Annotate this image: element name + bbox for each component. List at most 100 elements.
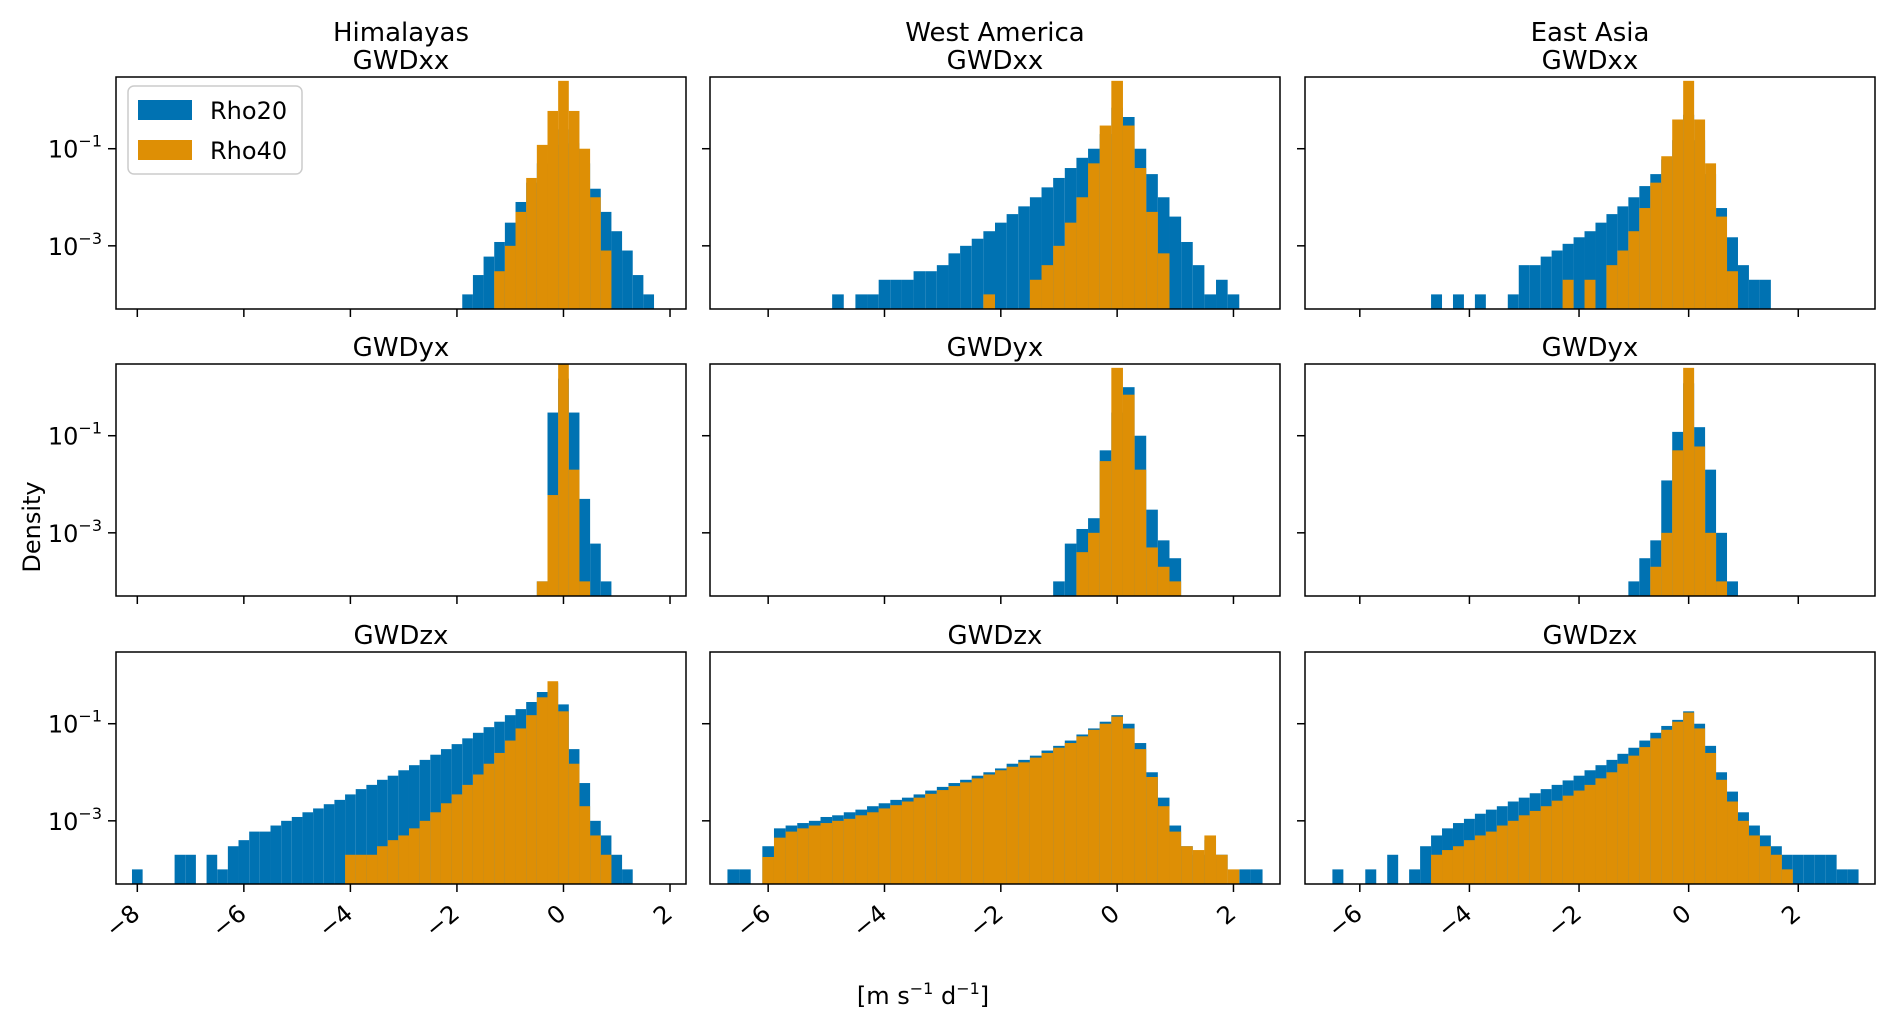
bar-rho40 <box>483 763 495 884</box>
legend-label-rho20: Rho20 <box>210 97 287 125</box>
panel-2-1: −6 −4 −2 0 2 GWDzx <box>702 621 1281 943</box>
axes-frame <box>709 363 1281 597</box>
bar-rho40 <box>579 148 591 309</box>
bar-rho40 <box>1617 250 1629 309</box>
bar-rho20 <box>259 831 271 884</box>
bar-rho40 <box>547 495 559 596</box>
bar-rho20 <box>472 275 484 309</box>
bar-rho20 <box>867 294 879 309</box>
bar-rho20 <box>1759 279 1771 309</box>
bar-rho20 <box>611 231 623 309</box>
bar-rho20 <box>901 279 914 309</box>
bar-rho40 <box>890 805 902 884</box>
bar-rho40 <box>1606 265 1618 309</box>
bar-rho40 <box>1442 850 1453 884</box>
bar-rho20 <box>1250 869 1263 884</box>
bar-rho20 <box>355 789 367 884</box>
x-tick-label: −6 <box>1323 899 1368 943</box>
bar-rho20 <box>643 294 655 309</box>
x-axis-label-exp2: −1 <box>956 979 980 998</box>
bar-rho40 <box>536 144 548 309</box>
bar-rho20 <box>739 869 751 884</box>
bar-rho20 <box>611 854 623 884</box>
bar-rho40 <box>515 211 527 309</box>
bar-rho40 <box>1463 840 1475 884</box>
x-tick-label: −2 <box>420 899 465 943</box>
bar-rho20 <box>1053 177 1065 309</box>
bar-rho20 <box>1727 581 1738 596</box>
bar-rho20 <box>832 294 844 309</box>
bar-rho40 <box>526 715 537 884</box>
bar-rho20 <box>1064 543 1077 596</box>
bar-rho40 <box>1099 125 1112 309</box>
bar-rho20 <box>377 779 388 884</box>
panel-title-component: GWDxx <box>1542 46 1639 76</box>
bar-rho40 <box>1694 728 1706 884</box>
bar-rho20 <box>1181 241 1193 309</box>
legend-swatch-rho20 <box>138 100 192 120</box>
bar-rho40 <box>1053 245 1065 309</box>
bar-rho20 <box>270 825 282 884</box>
bar-rho40 <box>504 740 516 884</box>
bar-rho40 <box>1431 854 1443 884</box>
series-rho40 <box>1650 367 1728 596</box>
bar-rho40 <box>1551 800 1563 884</box>
x-tick-label: −8 <box>100 899 145 943</box>
bar-rho20 <box>1628 581 1640 596</box>
bar-rho40 <box>355 854 367 884</box>
bar-rho40 <box>1088 532 1100 596</box>
bar-rho40 <box>526 177 537 309</box>
bar-rho40 <box>1705 532 1717 596</box>
bar-rho40 <box>1227 869 1240 884</box>
x-tick-label: 0 <box>1095 899 1125 930</box>
x-axis-label-unit-a: [m s <box>857 982 910 1010</box>
bar-rho20 <box>590 543 601 596</box>
bar-rho40 <box>451 794 463 884</box>
bar-rho20 <box>1639 558 1651 596</box>
bar-rho40 <box>1683 712 1695 884</box>
bar-rho40 <box>762 856 774 884</box>
bar-rho20 <box>1365 869 1377 884</box>
bar-rho40 <box>1540 806 1552 884</box>
bar-rho40 <box>568 469 580 596</box>
bar-rho40 <box>1134 168 1147 309</box>
bar-rho20 <box>1507 294 1519 309</box>
bar-rho40 <box>547 110 559 309</box>
bar-rho40 <box>1748 835 1760 884</box>
bar-rho40 <box>1157 806 1170 884</box>
bar-rho20 <box>227 846 239 884</box>
bar-rho40 <box>1650 738 1662 884</box>
bar-rho40 <box>1157 253 1170 309</box>
bar-rho40 <box>1639 747 1651 884</box>
bar-rho40 <box>1099 461 1112 596</box>
series-rho40 <box>536 364 591 596</box>
bar-rho40 <box>1628 755 1640 884</box>
bar-rho20 <box>1540 256 1552 309</box>
bar-rho20 <box>1606 214 1618 309</box>
x-tick-label: 0 <box>542 899 572 930</box>
bar-rho40 <box>1088 729 1100 884</box>
bar-rho40 <box>971 778 984 884</box>
y-tick-label: 10−1 <box>48 419 102 451</box>
axes-frame <box>709 76 1281 310</box>
bar-rho40 <box>1661 729 1673 884</box>
bar-rho40 <box>1169 581 1182 596</box>
x-tick-label: 2 <box>1776 899 1806 930</box>
bar-rho40 <box>1694 446 1706 596</box>
bar-rho40 <box>1737 820 1749 884</box>
panel-title-region: East Asia <box>1531 18 1650 48</box>
bar-rho20 <box>1551 250 1563 309</box>
bar-rho20 <box>1204 294 1217 309</box>
bar-rho20 <box>1169 216 1182 309</box>
bar-rho20 <box>131 869 143 884</box>
series-rho40 <box>345 681 612 884</box>
bar-rho40 <box>1076 736 1089 884</box>
bar-rho40 <box>1169 831 1182 884</box>
x-tick-label: −4 <box>1432 899 1477 943</box>
y-tick-label: 10−1 <box>48 132 102 164</box>
bar-rho20 <box>1825 854 1837 884</box>
bar-rho40 <box>1029 279 1042 309</box>
panel-title-component: GWDxx <box>947 46 1044 76</box>
bar-rho40 <box>430 812 441 884</box>
bar-rho20 <box>971 238 984 309</box>
